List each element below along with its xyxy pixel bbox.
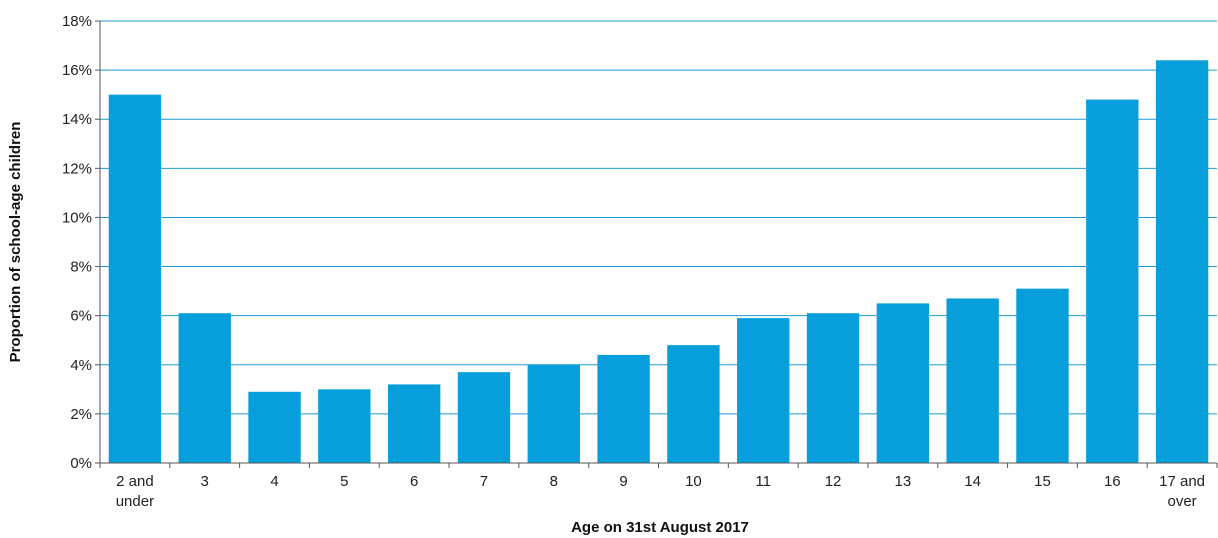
bar [457, 372, 511, 463]
y-tick-labels: 0% 2% 4% 6% 8% 10% 12% 14% 16% 18% [62, 13, 92, 472]
x-tick-label: 17 and [1159, 473, 1205, 490]
x-tick-label: over [1168, 493, 1197, 510]
bar [248, 391, 301, 463]
x-tick-label: 11 [755, 473, 771, 490]
bar [597, 354, 650, 463]
y-tick-label: 2% [70, 406, 92, 423]
x-tick-label: 16 [1104, 473, 1121, 490]
bar [876, 303, 930, 463]
x-tick-label: 4 [270, 473, 278, 490]
gridlines [100, 20, 1217, 415]
x-tick-label: 8 [550, 473, 558, 490]
bar [1016, 288, 1069, 463]
y-tick-label: 0% [70, 455, 92, 472]
bar [1155, 60, 1209, 464]
x-tick-labels: 2 and under 3 4 5 6 7 8 9 10 11 12 13 14 15 16 17 and ove… [116, 473, 1205, 510]
y-tick-label: 18% [62, 13, 92, 30]
bar [806, 313, 860, 463]
x-tick-label: 6 [410, 473, 418, 490]
bar [318, 389, 371, 463]
x-tick-label: 2 and [116, 473, 154, 490]
bar [527, 364, 580, 463]
x-tick-label: under [116, 493, 154, 510]
y-tick-label: 6% [70, 308, 92, 325]
x-tick-label: 13 [895, 473, 912, 490]
x-tick-label: 7 [480, 473, 488, 490]
x-tick-label: 3 [201, 473, 209, 490]
y-tick-label: 14% [62, 111, 92, 128]
y-tick-label: 10% [62, 209, 92, 226]
bars [108, 60, 1209, 464]
x-tick-label: 10 [685, 473, 702, 490]
x-tick-label: 5 [340, 473, 348, 490]
bar [387, 384, 441, 463]
bar [108, 94, 162, 464]
y-axis-title: Proportion of school-age children [7, 122, 24, 363]
y-tick-label: 4% [70, 357, 92, 374]
bar [178, 313, 231, 463]
x-tick-label: 14 [964, 473, 981, 490]
bar [737, 318, 790, 463]
x-tick-label: 9 [619, 473, 627, 490]
y-tick-label: 8% [70, 259, 92, 276]
bar [667, 345, 720, 463]
x-axis-title: Age on 31st August 2017 [571, 519, 749, 536]
bar [946, 298, 999, 463]
bar [1086, 99, 1139, 464]
x-tick-label: 15 [1034, 473, 1051, 490]
y-tick-label: 16% [62, 62, 92, 79]
y-tick-label: 12% [62, 160, 92, 177]
axes [95, 20, 1218, 468]
x-tick-label: 12 [825, 473, 842, 490]
